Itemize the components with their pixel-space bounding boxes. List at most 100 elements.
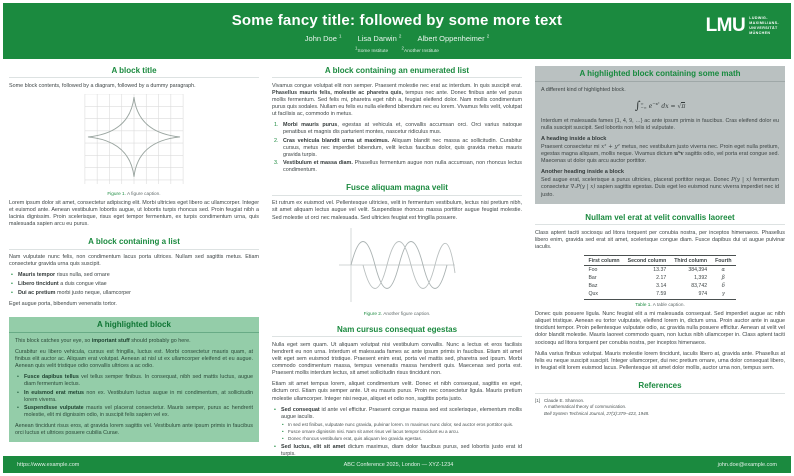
- bullet-icon: •: [274, 443, 276, 450]
- list-item: • Dui ac pretium morbi justo neque, ullam…: [11, 289, 131, 296]
- inner-heading: A heading inside a block: [541, 135, 607, 142]
- poster-title: Some fancy title: followed by some more …: [231, 12, 563, 29]
- block-a-block-title: A block title Some block contents, follo…: [9, 66, 259, 229]
- star-curve-figure: [84, 93, 184, 184]
- block-heading: A block containing an enumerated list: [272, 66, 522, 79]
- list-item: • Suspendisse vulputate mauris vel placer…: [17, 405, 253, 419]
- figure-1-caption: Figure 1. A figure caption.: [107, 190, 161, 196]
- inner-heading: Another heading inside a block: [541, 169, 624, 176]
- poster-footer: https://www.example.com ABC Conference 2…: [3, 456, 791, 473]
- list-item: • Libero tincidunt a duis congue vitae: [11, 280, 107, 287]
- table-header-row: First column Second column Third column …: [584, 255, 736, 267]
- block-references: References [1] Claude E. Shannon. A math…: [535, 381, 785, 417]
- sub-list-item: • Fusce ornare dignissim nisi. Nam sit am…: [282, 429, 460, 435]
- bullet-list: • Sed consequat id ante vel efficitur. Pr…: [274, 407, 522, 456]
- reference-journal: Bell System Technical Journal, 27(3):379…: [544, 410, 650, 416]
- reference-title: A mathematical theory of communication.: [544, 404, 627, 410]
- bullet-icon: •: [282, 422, 284, 428]
- poster-body: A block title Some block contents, follo…: [3, 59, 791, 456]
- numbered-item: 2. Cras vehicula blandit urna ut maximus.…: [274, 137, 522, 158]
- institute: 2Another Institute: [401, 45, 439, 54]
- block-heading: Fusce aliquam magna velit: [272, 183, 522, 196]
- paragraph: Class aptent taciti sociosqu ad litora t…: [535, 229, 785, 250]
- block-heading: Nullam vel erat at velit convallis laore…: [535, 213, 785, 226]
- block-heading: A block title: [9, 66, 259, 79]
- reference-entry: [1] Claude E. Shannon. A mathematical th…: [535, 398, 650, 416]
- bullet-icon: •: [282, 429, 284, 435]
- bullet-icon: •: [11, 272, 13, 279]
- block-heading: A highlighted block containing some math: [535, 66, 785, 83]
- paragraph: Et rutrum ex euismod vel. Pellentesque u…: [272, 200, 522, 221]
- footer-website-link[interactable]: https://www.example.com: [17, 461, 80, 468]
- institute: 1Some Institute: [355, 45, 389, 54]
- sub-list-item: • Donec rhoncus vestibulum erat, quis ali…: [282, 436, 423, 442]
- list-item: • Sed luctus, elit sit amet dictum maximu…: [274, 443, 522, 456]
- numbered-item: 3. Vestibulum et massa diam. Phasellus fe…: [274, 160, 522, 174]
- table-row: Baz 3.14 83,742 δ: [588, 283, 725, 290]
- block-intro-text: Some block contents, followed by a diagr…: [9, 82, 196, 89]
- table-row: Qux 7.59 974 γ: [584, 290, 736, 301]
- bullet-icon: •: [282, 436, 284, 442]
- lmu-logo: LMU LUDWIG- MAXIMILIANS- UNIVERSITÄT MÜN…: [706, 16, 779, 35]
- dummy-paragraph: Lorem ipsum dolor sit amet, consectetur …: [9, 199, 259, 228]
- bullet-icon: •: [17, 405, 19, 412]
- block-nam-cursus: Nam cursus consequat egestas Nulla eget …: [272, 325, 522, 456]
- author: John Doe 1: [304, 33, 342, 43]
- figure-2-caption: Figure 2. Another figure caption.: [363, 310, 431, 316]
- footer-email-link[interactable]: john.doe@example.com: [717, 461, 777, 468]
- poster-header: Some fancy title: followed by some more …: [3, 3, 791, 59]
- paragraph: Interdum et malesuada fames {1, 4, 9, …}…: [541, 117, 779, 131]
- author: Lisa Darwin 2: [357, 33, 402, 43]
- paragraph: Curabitur eu libero vehicula, cursus est…: [15, 348, 253, 370]
- data-table: First column Second column Third column …: [584, 255, 736, 301]
- figure-1: [9, 93, 259, 189]
- gaussian-integral-formula: ∫∞ −∞ e−x² dx = √π: [634, 98, 686, 112]
- block-containing-a-list: A block containing a list Nam vulputate …: [9, 237, 259, 307]
- math-block-body: A different kind of highlighted block. ∫…: [535, 82, 785, 204]
- paragraph: Nulla eget sem quam. Ut aliquam volutpat…: [272, 341, 522, 377]
- author: Albert Oppenheimer 2: [417, 33, 490, 43]
- list-intro-text: Nam vulputate nunc felis, non condimentu…: [9, 254, 259, 268]
- bullet-icon: •: [11, 280, 13, 287]
- paragraph: Etiam sit amet tempus lorem, aliquet con…: [272, 381, 522, 402]
- sine-curves-figure: [339, 227, 456, 302]
- bullet-list: • Fusce dapibus tellus vel tellus semper …: [17, 374, 253, 419]
- highlighted-math-block: A highlighted block containing some math…: [535, 65, 785, 204]
- table-caption: Table 1. A table caption.: [635, 302, 685, 308]
- enum-intro-text: Vivamus congue volutpat elit non semper.…: [272, 82, 522, 118]
- bullet-icon: •: [17, 374, 19, 381]
- block-nullam-table: Nullam vel erat at velit convallis laore…: [535, 213, 785, 372]
- sub-list-item: • In sed est finibus, vulputate nunc grav…: [282, 422, 514, 428]
- paragraph: Sed augue erat, scelerisque a purus ultr…: [541, 177, 780, 198]
- list-item: • Sed consequat id ante vel efficitur. Pr…: [274, 406, 522, 420]
- lmu-logo-acronym: LMU: [705, 15, 746, 37]
- paragraph: A different kind of highlighted block.: [541, 86, 626, 93]
- list-item: • Mauris tempor risus nulla, sed ornare: [11, 272, 110, 279]
- numbered-list: 1. Morbi mauris purus, egestas at vehicul…: [274, 122, 522, 174]
- paragraph: Donec quis posuere ligula. Nunc feugiat …: [535, 311, 785, 346]
- column-3: A highlighted block containing some math…: [535, 65, 785, 452]
- reference-authors: Claude E. Shannon.: [544, 398, 585, 404]
- sub-bullet-list: • In sed est finibus, vulputate nunc grav…: [282, 422, 522, 442]
- numbered-item: 1. Morbi mauris purus, egestas at vehicul…: [274, 122, 523, 136]
- table-row: Foo 13.37 384,394 α: [588, 267, 726, 274]
- bullet-icon: •: [274, 406, 276, 413]
- institute-list: 1Some Institute 2Another Institute: [93, 45, 701, 54]
- block-heading: Nam cursus consequat egestas: [272, 325, 522, 338]
- data-table-wrap: First column Second column Third column …: [535, 255, 785, 301]
- table-row: Bar 2.17 1,392 β: [588, 275, 725, 282]
- author-list: John Doe 1 Lisa Darwin 2 Albert Oppenhei…: [93, 33, 701, 43]
- list-item: • In euismod erat metus non ex. Vestibulu…: [17, 389, 253, 403]
- block-heading: A block containing a list: [9, 237, 259, 250]
- column-2: A block containing an enumerated list Vi…: [272, 66, 522, 456]
- lead-text: This block catches your eye, so importan…: [15, 337, 191, 344]
- bullet-list: • Mauris tempor risus nulla, sed ornare •…: [11, 272, 259, 296]
- column-1: A block title Some block contents, follo…: [9, 66, 259, 452]
- block-heading: A highlighted block: [9, 317, 259, 334]
- block-heading: References: [535, 381, 785, 394]
- block-enumerated-list: A block containing an enumerated list Vi…: [272, 66, 522, 175]
- list-item: • Fusce dapibus tellus vel tellus semper …: [17, 374, 253, 388]
- highlighted-block-body: This block catches your eye, so importan…: [9, 333, 259, 442]
- footer-conference-label: ABC Conference 2025, London — XYZ-1234: [343, 461, 454, 468]
